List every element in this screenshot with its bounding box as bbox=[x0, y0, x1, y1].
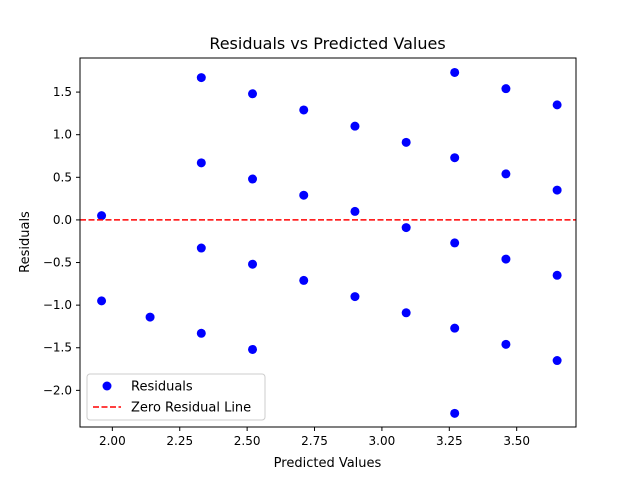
data-point bbox=[248, 89, 258, 99]
data-point bbox=[552, 270, 562, 280]
data-point bbox=[97, 211, 107, 221]
chart-title: Residuals vs Predicted Values bbox=[209, 34, 445, 53]
data-point bbox=[299, 190, 309, 200]
y-tick-label: 0.5 bbox=[53, 170, 72, 184]
legend-label: Zero Residual Line bbox=[131, 401, 251, 416]
legend-box bbox=[86, 373, 266, 421]
data-point bbox=[350, 206, 360, 216]
y-tick-label: 1.0 bbox=[53, 128, 72, 142]
y-tick-label: 1.5 bbox=[53, 85, 72, 99]
data-point bbox=[552, 356, 562, 366]
data-point bbox=[196, 243, 206, 253]
data-point bbox=[196, 158, 206, 168]
data-point bbox=[450, 408, 460, 418]
y-axis: −2.0 −1.5 −1.0 −0.5 0.0 0.5 1.0 1.5 bbox=[43, 85, 80, 397]
y-axis-label: Residuals bbox=[18, 211, 33, 273]
data-point bbox=[450, 67, 460, 77]
data-point bbox=[350, 292, 360, 302]
x-tick-label: 3.25 bbox=[436, 434, 463, 448]
plot-area bbox=[79, 57, 577, 428]
data-point bbox=[145, 312, 155, 322]
y-tick-label: −2.0 bbox=[43, 383, 72, 397]
x-axis-label: Predicted Values bbox=[274, 456, 382, 471]
data-point bbox=[196, 73, 206, 83]
legend-label: Residuals bbox=[131, 380, 193, 395]
data-point bbox=[501, 254, 511, 264]
data-point bbox=[299, 105, 309, 115]
x-axis: 2.00 2.25 2.50 2.75 3.00 3.25 3.50 bbox=[99, 427, 530, 448]
data-point bbox=[401, 308, 411, 318]
data-point bbox=[248, 344, 258, 354]
x-tick-label: 2.50 bbox=[234, 434, 261, 448]
data-point bbox=[299, 275, 309, 285]
legend: Residuals Zero Residual Line bbox=[86, 373, 266, 421]
data-point bbox=[501, 84, 511, 94]
plot-frame bbox=[79, 57, 577, 428]
legend-marker-residuals bbox=[102, 381, 112, 391]
data-point bbox=[450, 323, 460, 333]
data-point bbox=[552, 185, 562, 195]
y-tick-label: 0.0 bbox=[53, 213, 72, 227]
x-tick-label: 3.00 bbox=[369, 434, 396, 448]
data-point bbox=[401, 137, 411, 147]
data-point bbox=[501, 169, 511, 179]
data-point bbox=[401, 223, 411, 233]
data-point bbox=[97, 296, 107, 306]
data-point bbox=[248, 259, 258, 269]
y-tick-label: −1.5 bbox=[43, 341, 72, 355]
x-tick-label: 2.75 bbox=[301, 434, 328, 448]
data-point bbox=[501, 339, 511, 349]
data-point bbox=[450, 153, 460, 163]
data-point bbox=[196, 328, 206, 338]
y-tick-label: −1.0 bbox=[43, 298, 72, 312]
data-point bbox=[552, 100, 562, 110]
data-point bbox=[350, 121, 360, 131]
x-tick-label: 2.00 bbox=[99, 434, 126, 448]
x-tick-label: 3.50 bbox=[503, 434, 530, 448]
data-point bbox=[450, 238, 460, 248]
y-tick-label: −0.5 bbox=[43, 256, 72, 270]
x-tick-label: 2.25 bbox=[166, 434, 193, 448]
data-point bbox=[248, 174, 258, 184]
